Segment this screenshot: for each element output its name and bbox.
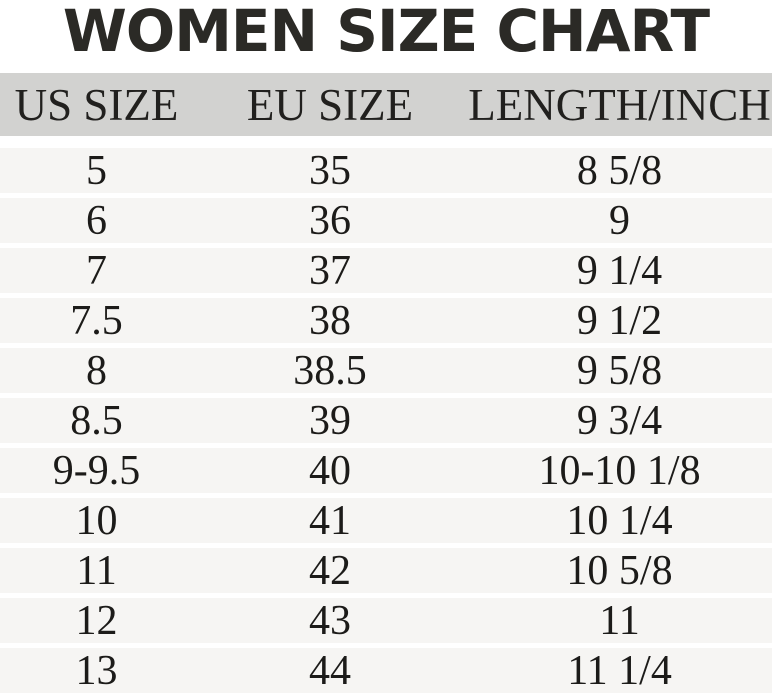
table-row: 12 43 11 — [0, 597, 772, 644]
table-cell: 9 1/4 — [576, 247, 663, 294]
table-row: 9-9.5 40 10-10 1/8 — [0, 447, 772, 494]
table-row: 8 38.5 9 5/8 — [0, 347, 772, 394]
table-cell: 10-10 1/8 — [538, 447, 701, 494]
table-cell: 5 — [86, 147, 107, 194]
table-cell: 12 — [75, 597, 118, 644]
table-cell: 9-9.5 — [52, 447, 141, 494]
table-row: 10 41 10 1/4 — [0, 497, 772, 544]
table-cell: 7 — [86, 247, 107, 294]
table-cell: 10 1/4 — [566, 497, 673, 544]
table-cell: 41 — [309, 497, 352, 544]
table-cell: 38 — [309, 297, 352, 344]
table-row: 11 42 10 5/8 — [0, 547, 772, 594]
table-cell: 13 — [75, 647, 118, 694]
header-length-inch: LENGTH/INCH — [468, 79, 771, 130]
table-cell: 7.5 — [70, 297, 123, 344]
table-cell: 40 — [309, 447, 352, 494]
table-row: 7.5 38 9 1/2 — [0, 297, 772, 344]
table-cell: 8.5 — [70, 397, 123, 444]
table-row: 5 35 8 5/8 — [0, 147, 772, 194]
table-cell: 9 — [609, 197, 631, 244]
table-cell: 10 — [75, 497, 118, 544]
table-cell: 11 — [599, 597, 640, 644]
table-cell: 38.5 — [293, 347, 367, 394]
table-cell: 11 — [76, 547, 117, 594]
table-cell: 39 — [309, 397, 352, 444]
table-cell: 9 3/4 — [576, 397, 663, 444]
table-cell: 9 1/2 — [576, 297, 663, 344]
page-title: WOMEN SIZE CHART — [62, 0, 710, 65]
size-chart-table: US SIZE EU SIZE LENGTH/INCH 5 35 8 5/8 6 36 9… — [0, 73, 772, 694]
table-header-row: US SIZE EU SIZE LENGTH/INCH — [0, 73, 772, 136]
table-cell: 35 — [309, 147, 352, 194]
table-row: 7 37 9 1/4 — [0, 247, 772, 294]
table-cell: 44 — [309, 647, 352, 694]
table-cell: 43 — [309, 597, 352, 644]
table-row: 6 36 9 — [0, 197, 772, 244]
table-body: 5 35 8 5/8 6 36 9 7 37 9 1/4 7.5 38 9 1/2 8 38.5 9 5/8… — [0, 147, 772, 694]
table-cell: 8 — [86, 347, 107, 394]
table-cell: 10 5/8 — [566, 547, 673, 594]
table-cell: 11 1/4 — [567, 647, 672, 694]
table-cell: 36 — [309, 197, 352, 244]
header-us-size: US SIZE — [14, 79, 179, 130]
table-row: 8.5 39 9 3/4 — [0, 397, 772, 444]
table-row: 13 44 11 1/4 — [0, 647, 772, 694]
table-cell: 9 5/8 — [576, 347, 663, 394]
table-cell: 6 — [86, 197, 107, 244]
table-cell: 37 — [309, 247, 352, 294]
table-cell: 8 5/8 — [576, 147, 663, 194]
table-cell: 42 — [309, 547, 352, 594]
header-eu-size: EU SIZE — [246, 79, 414, 130]
